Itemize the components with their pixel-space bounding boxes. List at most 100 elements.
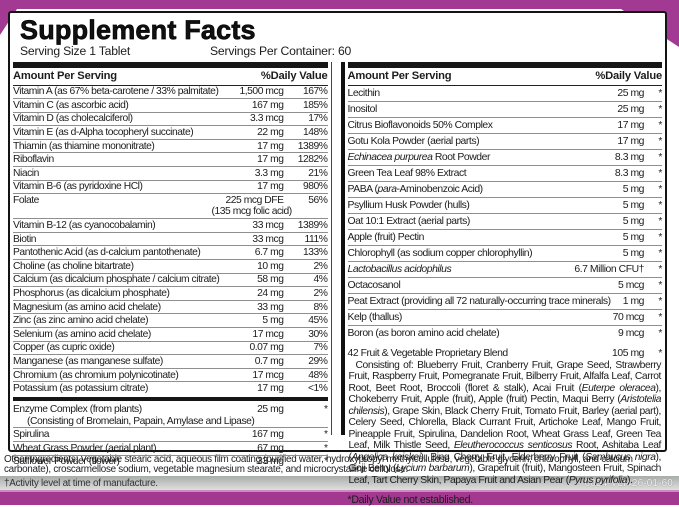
daily-value-header: %Daily Value bbox=[260, 70, 328, 82]
table-row: Zinc (as zinc amino acid chelate) 5 mg 45% bbox=[13, 313, 328, 327]
table-row: Thiamin (as thiamine mononitrate) 17 mg 13… bbox=[13, 138, 328, 153]
ingredient-daily-value: * bbox=[658, 119, 662, 131]
ingredient-daily-value: * bbox=[658, 87, 662, 99]
right-column: Amount Per Serving %Daily Value Lecithin… bbox=[347, 62, 662, 506]
ingredient-name: Copper (as cupric oxide) bbox=[13, 342, 115, 354]
ingredient-name: Peat Extract (providing all 72 naturally… bbox=[347, 295, 612, 307]
ingredient-name: Safflower Powder (flower) bbox=[13, 456, 120, 468]
ingredient-daily-value: 4% bbox=[313, 274, 328, 286]
ingredient-amount: 225 mcg DFE (135 mcg folic acid) bbox=[211, 195, 293, 218]
ingredient-name: Octacosanol bbox=[347, 279, 401, 291]
ingredient-amount: 17 mg bbox=[617, 119, 644, 131]
ingredient-daily-value: * bbox=[658, 231, 662, 243]
ingredient-amount: 33 mcg bbox=[252, 220, 284, 232]
ribbon-top bbox=[0, 0, 679, 9]
ingredient-amount: 67 mg bbox=[257, 442, 284, 454]
table-row: Vitamin E (as d-Alpha tocopheryl succina… bbox=[13, 125, 328, 139]
table-row: Apple (fruit) Pectin 5 mg * bbox=[347, 228, 662, 245]
ingredient-amount: 5 mg bbox=[622, 183, 645, 195]
ingredient-daily-value: 8% bbox=[313, 301, 328, 313]
ingredient-amount: 5 mg bbox=[622, 231, 645, 243]
table-row: Psyllium Husk Powder (hulls) 5 mg * bbox=[347, 196, 662, 213]
ingredient-daily-value: 17% bbox=[308, 113, 328, 125]
table-row: Lactobacillus acidophilus 6.7 Million CFU… bbox=[347, 260, 662, 277]
ingredient-amount: 33 mcg bbox=[252, 233, 284, 245]
ingredient-daily-value: * bbox=[658, 199, 662, 211]
table-row: Pantothenic Acid (as d-calcium pantothen… bbox=[13, 245, 328, 259]
ingredient-name: Vitamin D (as cholecalciferol) bbox=[13, 113, 133, 125]
ingredient-daily-value: 111% bbox=[304, 233, 328, 245]
serving-size: Serving Size 1 Tablet bbox=[20, 44, 131, 58]
daily-value-header: %Daily Value bbox=[595, 70, 662, 82]
table-row: Kelp (thallus) 70 mcg * bbox=[347, 308, 662, 325]
right-nutrient-table: Lecithin 25 mg * Inositol 25 mg * Citrus Biofl… bbox=[347, 86, 662, 341]
ingredient-daily-value: 48% bbox=[308, 369, 328, 381]
ingredient-name: Riboflavin bbox=[13, 154, 54, 166]
table-row: Choline (as choline bitartrate) 10 mg 2% bbox=[13, 259, 328, 273]
table-row: Wheat Grass Powder (aerial plant) 67 mg * bbox=[13, 441, 328, 455]
ingredient-amount: 33 mg bbox=[257, 301, 284, 313]
ingredient-daily-value: * bbox=[658, 295, 662, 307]
ingredient-daily-value: 21% bbox=[308, 167, 328, 179]
ingredient-daily-value: 167% bbox=[302, 86, 328, 98]
table-row: Enzyme Complex (from plants) 25 mg * (Consi… bbox=[13, 403, 328, 427]
blend-description: Consisting of: Blueberry Fruit, Cranberr… bbox=[348, 359, 662, 486]
ingredient-name: Vitamin B-12 (as cyanocobalamin) bbox=[13, 220, 156, 232]
ingredient-daily-value: * bbox=[658, 183, 662, 195]
ingredient-daily-value: * bbox=[658, 151, 662, 163]
ingredient-daily-value: * bbox=[658, 327, 662, 339]
section-bar bbox=[347, 62, 662, 68]
other-ingredients-text: Other Ingredients: Vegetable stearic aci… bbox=[4, 454, 633, 475]
ingredient-daily-value: 29% bbox=[308, 355, 328, 367]
ingredient-name: Spirulina bbox=[13, 429, 50, 441]
ingredient-daily-value: <1% bbox=[307, 383, 328, 395]
ingredient-daily-value: 1389% bbox=[297, 140, 328, 152]
ingredient-daily-value: 1389% bbox=[297, 220, 328, 232]
ingredient-name: Niacin bbox=[13, 167, 39, 179]
column-divider bbox=[330, 62, 345, 435]
table-row: Peat Extract (providing all 72 naturally… bbox=[347, 292, 662, 309]
ingredient-amount: 70 mcg bbox=[612, 311, 645, 323]
ingredient-name: Vitamin E (as d-Alpha tocopheryl succina… bbox=[13, 127, 194, 139]
product-code: 6054-VLI426-01-60 bbox=[584, 477, 673, 489]
table-row: Safflower Powder (flower) 33 mg * bbox=[13, 454, 328, 469]
ribbon-bottom bbox=[0, 490, 679, 505]
table-row: Folate 225 mcg DFE (135 mcg folic acid) 56% bbox=[13, 193, 328, 218]
table-row: Niacin 3.3 mg 21% bbox=[13, 166, 328, 180]
table-row: Vitamin B-12 (as cyanocobalamin) 33 mcg 13… bbox=[13, 218, 328, 232]
ingredient-amount: 24 mg bbox=[257, 288, 284, 300]
ingredient-daily-value: * bbox=[658, 311, 662, 323]
table-row: Boron (as boron amino acid chelate) 9 mcg… bbox=[347, 324, 662, 341]
ingredient-daily-value: 185% bbox=[302, 99, 328, 111]
ingredient-daily-value: 980% bbox=[302, 181, 328, 193]
ingredient-name: Biotin bbox=[13, 233, 37, 245]
ingredient-amount: 5 mcg bbox=[617, 279, 644, 291]
ingredient-amount: 9 mcg bbox=[617, 327, 644, 339]
ingredient-name: PABA (para-Aminobenzoic Acid) bbox=[347, 183, 484, 195]
ingredient-daily-value: 2% bbox=[313, 288, 328, 300]
serving-info: Serving Size 1 Tablet Servings Per Conta… bbox=[20, 44, 662, 59]
table-row: Chlorophyll (as sodium copper chlorophyl… bbox=[347, 244, 662, 261]
ingredient-daily-value: * bbox=[323, 456, 328, 468]
section-divider bbox=[13, 396, 328, 402]
ingredient-name: Psyllium Husk Powder (hulls) bbox=[347, 199, 470, 211]
ingredient-amount: 17 mcg bbox=[252, 328, 284, 340]
ingredient-amount: 0.07 mg bbox=[249, 342, 284, 354]
ingredient-amount: 17 mg bbox=[257, 383, 284, 395]
ingredient-amount: 5 mg bbox=[622, 247, 645, 259]
ingredient-amount: 17 mg bbox=[257, 181, 284, 193]
ingredient-name: Vitamin A (as 67% beta-carotene / 33% pa… bbox=[13, 86, 219, 98]
table-row: Octacosanol 5 mcg * bbox=[347, 276, 662, 293]
table-row: Potassium (as potassium citrate) 17 mg <1% bbox=[13, 381, 328, 395]
table-row: Magnesium (as amino acid chelate) 33 mg 8% bbox=[13, 299, 328, 314]
amount-per-serving-header: Amount Per Serving bbox=[347, 70, 452, 82]
ingredient-daily-value: 7% bbox=[313, 342, 328, 354]
facts-columns: Amount Per Serving %Daily Value Vitamin … bbox=[13, 62, 662, 506]
ingredient-daily-value: * bbox=[658, 247, 662, 259]
ingredient-daily-value: * bbox=[658, 167, 662, 179]
left-nutrient-table: Vitamin A (as 67% beta-carotene / 33% pa… bbox=[13, 86, 328, 469]
ingredient-name: Vitamin C (as ascorbic acid) bbox=[13, 99, 129, 111]
ingredient-amount: 8.3 mg bbox=[614, 151, 645, 163]
ingredient-amount: 1,500 mcg bbox=[239, 86, 284, 98]
daily-value-note: *Daily Value not established. bbox=[347, 493, 474, 506]
